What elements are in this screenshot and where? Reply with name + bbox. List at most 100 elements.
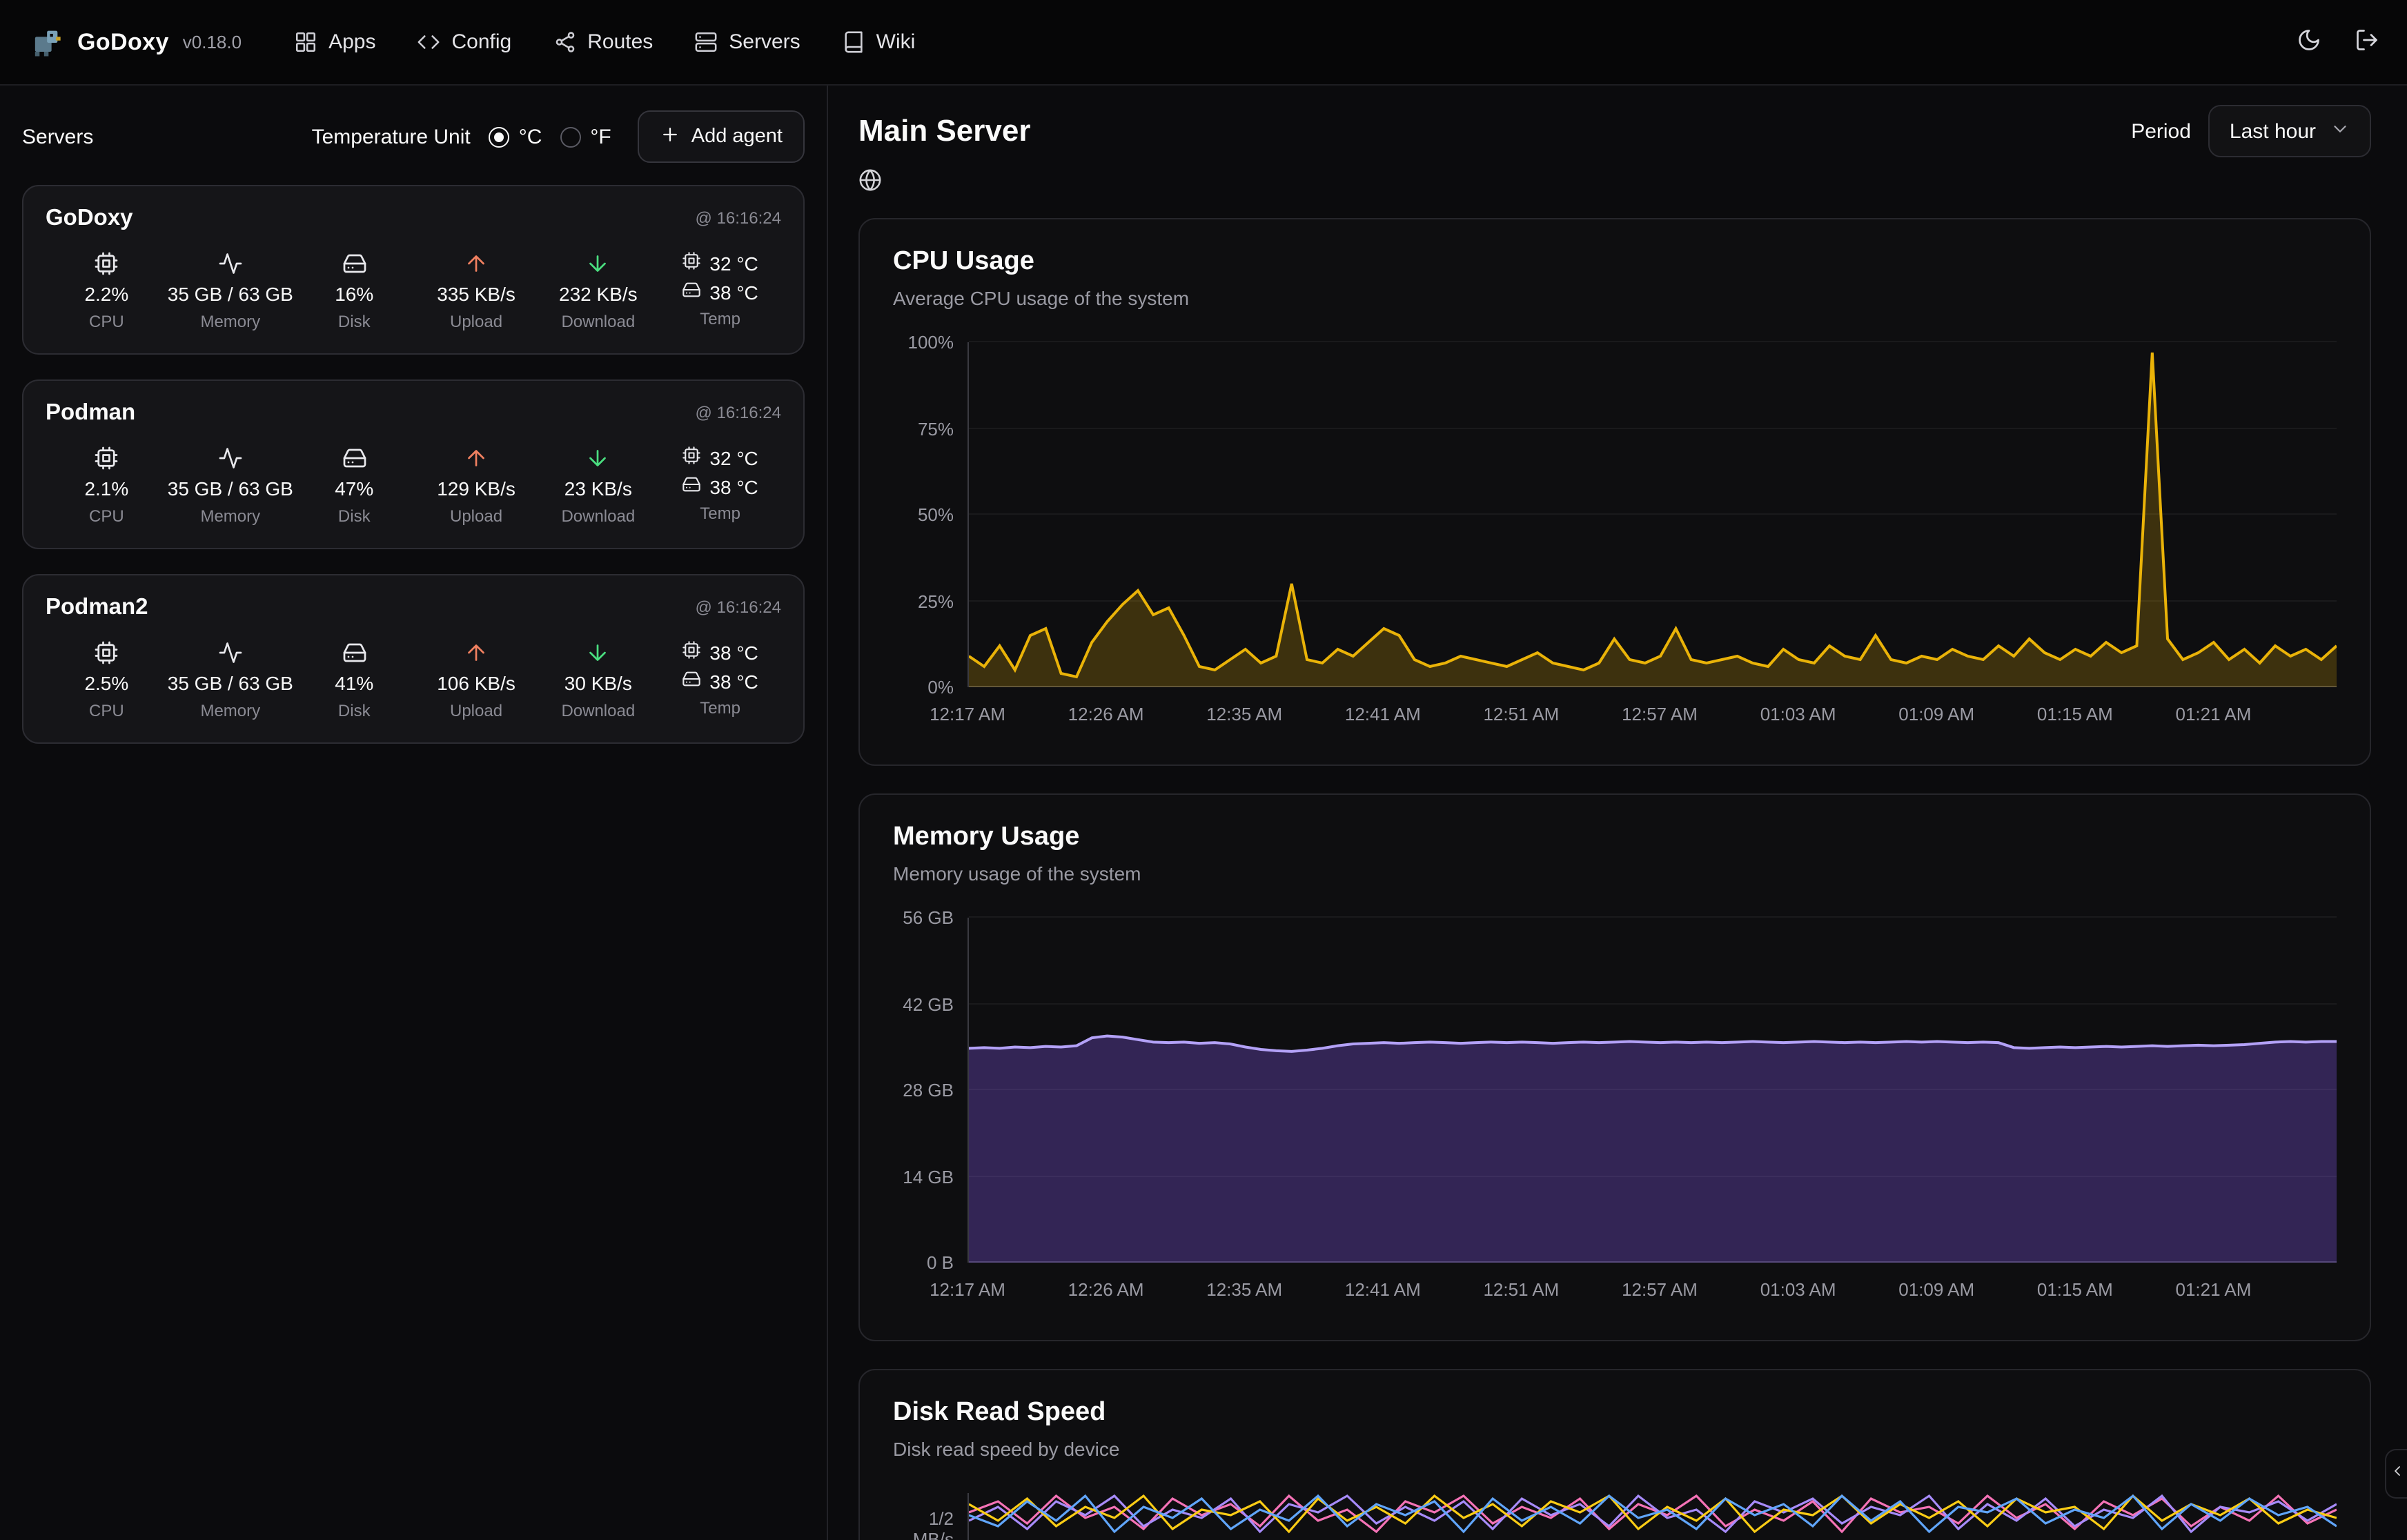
download-value: 30 KB/s [564, 672, 632, 694]
gridlines [969, 341, 2337, 687]
navbar-left: GoDoxy v0.18.0 Apps Config [28, 24, 915, 60]
y-tick-label: 42 GB [903, 994, 954, 1014]
add-agent-button[interactable]: Add agent [637, 110, 805, 163]
x-tick-label: 12:41 AM [1344, 704, 1421, 724]
code-icon [417, 30, 441, 54]
upload-value: 129 KB/s [437, 477, 515, 500]
server-metrics: 2.5% CPU 35 GB / 63 GB Memory 41% Disk [46, 640, 781, 720]
period-select[interactable]: Last hour [2208, 105, 2371, 157]
x-tick-label: 01:21 AM [2175, 704, 2252, 724]
gridline [969, 1261, 2337, 1263]
cpu-label: CPU [89, 506, 124, 526]
y-axis: 1/2 MB/s [893, 1493, 967, 1540]
routes-share-icon [553, 30, 576, 54]
gridline [969, 916, 2337, 918]
globe-icon [858, 169, 882, 197]
server-timestamp: @ 16:16:24 [695, 208, 781, 228]
plot-wrap: 0% 25% 50% 75% 100% [893, 332, 2337, 698]
server-card-header: Podman2 @ 16:16:24 [46, 595, 781, 621]
disk-temp-row: 38 °C [682, 669, 758, 694]
chart-series-line [969, 1496, 2337, 1532]
temp-metric: 38 °C 38 °C Temp [659, 640, 781, 720]
cpu-temp-value: 38 °C [709, 642, 758, 664]
nav-apps[interactable]: Apps [294, 30, 376, 54]
cpu-series-plot [969, 342, 2337, 687]
navbar: GoDoxy v0.18.0 Apps Config [0, 0, 2407, 86]
x-tick-label: 12:35 AM [1206, 704, 1283, 724]
fahrenheit-radio[interactable]: °F [560, 125, 611, 148]
cpu-value: 2.2% [84, 283, 129, 305]
disk-value: 16% [335, 283, 374, 305]
nav-routes-label: Routes [587, 30, 654, 54]
x-tick-label: 01:03 AM [1760, 1279, 1836, 1300]
disk-temp-value: 38 °C [709, 476, 758, 498]
memory-label: Memory [200, 506, 261, 526]
nav-routes[interactable]: Routes [553, 30, 653, 54]
cpu-temp-row: 32 °C [682, 251, 758, 276]
x-tick-label: 12:57 AM [1622, 704, 1698, 724]
nav-servers[interactable]: Servers [694, 30, 800, 54]
download-metric: 232 KB/s Download [537, 251, 659, 331]
nav-config[interactable]: Config [417, 30, 511, 54]
arrow-up-icon [464, 251, 489, 276]
gridline [969, 341, 2337, 342]
plot-wrap: 0 B 14 GB 28 GB 42 GB 56 GB [893, 907, 2337, 1273]
nav-wiki[interactable]: Wiki [842, 30, 915, 54]
period-value: Last hour [2229, 119, 2316, 143]
disk-temp-icon [682, 669, 701, 694]
theme-toggle-button[interactable] [2297, 28, 2321, 57]
server-card-podman[interactable]: Podman @ 16:16:24 2.1% CPU 35 GB / 63 GB… [22, 379, 805, 549]
y-tick-label: 14 GB [903, 1166, 954, 1187]
temperature-unit-group: Temperature Unit °C °F Add agent [312, 110, 805, 163]
arrow-down-icon [586, 251, 611, 276]
server-card-podman2[interactable]: Podman2 @ 16:16:24 2.5% CPU 35 GB / 63 G… [22, 574, 805, 744]
logout-button[interactable] [2355, 28, 2379, 57]
server-card-godoxy[interactable]: GoDoxy @ 16:16:24 2.2% CPU 35 GB / 63 GB… [22, 185, 805, 355]
chart-subtitle: Memory usage of the system [893, 862, 1141, 885]
download-label: Download [561, 312, 636, 331]
gridline [969, 1089, 2337, 1090]
cpu-value: 2.5% [84, 672, 129, 694]
temp-label: Temp [700, 698, 740, 718]
x-tick-label: 12:41 AM [1344, 1279, 1421, 1300]
memory-value: 35 GB / 63 GB [167, 477, 293, 500]
cpu-metric: 2.1% CPU [46, 446, 168, 526]
x-tick-label: 12:26 AM [1068, 1279, 1144, 1300]
collapse-panel-button[interactable] [2385, 1449, 2407, 1499]
disk-label: Disk [337, 506, 371, 526]
gridline [969, 427, 2337, 428]
cpu-temp-value: 32 °C [709, 447, 758, 469]
server-card-header: Podman @ 16:16:24 [46, 400, 781, 426]
cpu-chip-icon [94, 251, 119, 276]
x-tick-label: 12:51 AM [1483, 1279, 1560, 1300]
server-card-header: GoDoxy @ 16:16:24 [46, 206, 781, 232]
cpu-label: CPU [89, 701, 124, 720]
disk-temp-value: 38 °C [709, 671, 758, 693]
upload-label: Upload [450, 506, 503, 526]
celsius-label: °C [518, 125, 542, 148]
activity-icon [218, 446, 243, 471]
chart-series-line [969, 1496, 2337, 1532]
download-metric: 30 KB/s Download [537, 640, 659, 720]
temp-label: Temp [700, 309, 740, 328]
memory-value: 35 GB / 63 GB [167, 672, 293, 694]
gridline [969, 1175, 2337, 1176]
chart-area-fill [969, 1036, 2337, 1263]
navbar-right [2297, 28, 2379, 57]
server-name: Podman2 [46, 595, 148, 620]
radio-unselected-icon [560, 126, 581, 147]
celsius-radio[interactable]: °C [488, 125, 542, 148]
y-tick-label: 0% [927, 677, 954, 698]
hard-drive-icon [342, 251, 366, 276]
cpu-temp-row: 38 °C [682, 640, 758, 665]
godoxy-logo-icon[interactable] [28, 24, 63, 60]
x-axis: 12:17 AM 12:26 AM 12:35 AM 12:41 AM 12:51 AM… [930, 704, 2337, 737]
cpu-temp-row: 32 °C [682, 446, 758, 471]
cpu-temp-icon [682, 446, 701, 471]
nav-apps-label: Apps [328, 30, 376, 54]
gridline [969, 686, 2337, 687]
cpu-metric: 2.2% CPU [46, 251, 168, 331]
chart-series-line [969, 1496, 2337, 1532]
gridline [969, 513, 2337, 515]
